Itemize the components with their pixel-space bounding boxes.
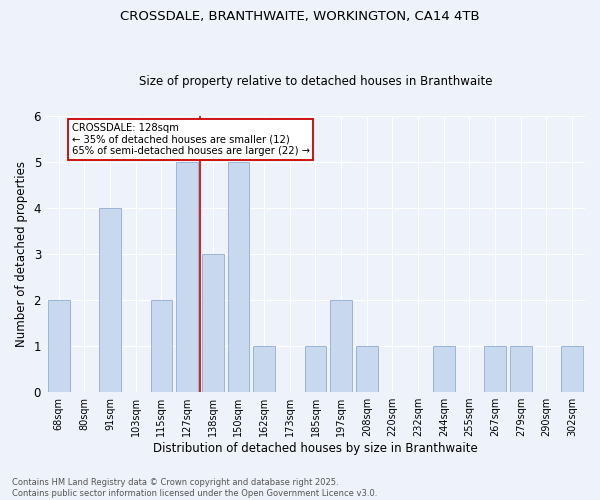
Bar	[510, 346, 532, 392]
Bar	[484, 346, 506, 392]
Y-axis label: Number of detached properties: Number of detached properties	[15, 161, 28, 347]
Bar	[253, 346, 275, 392]
Bar	[356, 346, 378, 392]
Bar	[99, 208, 121, 392]
Bar	[305, 346, 326, 392]
Bar	[330, 300, 352, 392]
Bar	[176, 162, 198, 392]
Bar	[151, 300, 172, 392]
Title: Size of property relative to detached houses in Branthwaite: Size of property relative to detached ho…	[139, 76, 492, 88]
Bar	[227, 162, 250, 392]
Bar	[433, 346, 455, 392]
Bar	[202, 254, 224, 392]
Bar	[561, 346, 583, 392]
X-axis label: Distribution of detached houses by size in Branthwaite: Distribution of detached houses by size …	[153, 442, 478, 455]
Text: CROSSDALE, BRANTHWAITE, WORKINGTON, CA14 4TB: CROSSDALE, BRANTHWAITE, WORKINGTON, CA14…	[120, 10, 480, 23]
Text: Contains HM Land Registry data © Crown copyright and database right 2025.
Contai: Contains HM Land Registry data © Crown c…	[12, 478, 377, 498]
Bar	[48, 300, 70, 392]
Text: CROSSDALE: 128sqm
← 35% of detached houses are smaller (12)
65% of semi-detached: CROSSDALE: 128sqm ← 35% of detached hous…	[71, 123, 310, 156]
